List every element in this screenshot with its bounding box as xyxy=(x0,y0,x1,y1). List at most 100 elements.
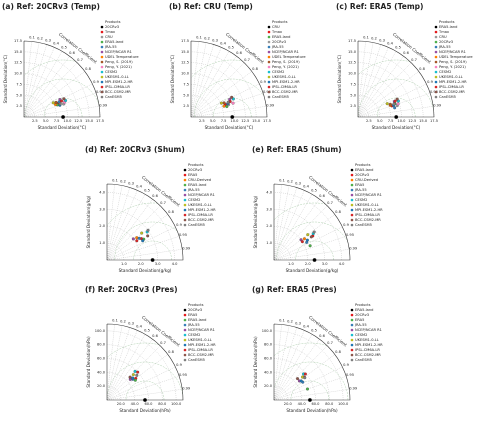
corr-grid-line xyxy=(273,184,282,261)
legend-marker xyxy=(267,50,271,54)
std-grid-arc xyxy=(273,385,289,401)
legend-marker xyxy=(267,95,271,99)
y-tick-label: 2.5 xyxy=(183,104,189,108)
data-point xyxy=(141,239,145,243)
legend-marker xyxy=(267,80,271,84)
x-tick-label: 3.0 xyxy=(155,262,161,266)
std-grid-arc xyxy=(273,192,342,261)
corr-tick-label: 0.9 xyxy=(343,363,349,367)
legend-title: Products xyxy=(439,20,455,24)
corr-tick-label: 0.5 xyxy=(395,46,401,50)
legend-marker xyxy=(183,343,187,347)
std-grid-arc xyxy=(273,344,330,401)
corr-grid-line xyxy=(357,47,389,118)
legend-label: IPSL-CM6A-LR xyxy=(188,213,213,217)
rms-arc xyxy=(125,380,165,400)
legend-label: CRU-Derived xyxy=(355,178,378,182)
legend-marker xyxy=(100,30,104,34)
y-axis-label: Standard Deviation(°C) xyxy=(337,54,342,103)
legend-marker xyxy=(100,65,104,69)
corr-tick-label: 0.99 xyxy=(349,387,358,391)
rms-arc xyxy=(43,97,83,117)
corr-tick-label: 0.8 xyxy=(85,67,91,71)
corr-tick-label: 0.3 xyxy=(212,39,218,43)
data-point xyxy=(308,244,312,248)
legend-marker xyxy=(183,168,187,172)
corr-tick-label: 0.2 xyxy=(120,320,126,324)
legend-marker xyxy=(100,25,104,29)
corr-tick-label: 0.5 xyxy=(311,189,317,193)
corr-tick-label: 0.4 xyxy=(136,325,142,329)
x-tick-label: 15.0 xyxy=(85,119,94,123)
legend-marker xyxy=(183,223,187,227)
y-tick-label: 100.0 xyxy=(95,329,106,333)
legend-marker xyxy=(434,90,438,94)
y-tick-label: 15.0 xyxy=(181,50,190,54)
corr-grid-line xyxy=(106,327,130,401)
corr-grid-line xyxy=(106,339,153,401)
x-tick-label: 5.0 xyxy=(377,119,383,123)
legend-label: MPI-ESM1-2-HR xyxy=(439,80,467,84)
corr-grid-line xyxy=(357,62,412,118)
data-point xyxy=(230,115,235,119)
legend-marker xyxy=(267,85,271,89)
x-tick-label: 20.0 xyxy=(284,402,293,406)
y-tick-label: 10.0 xyxy=(181,72,190,76)
data-point xyxy=(296,377,300,381)
legend-label: ERA5-land xyxy=(188,183,206,187)
legend-marker xyxy=(350,208,354,212)
legend-marker xyxy=(100,50,104,54)
data-point xyxy=(222,104,226,108)
legend-label: JRA-55 xyxy=(354,323,367,327)
std-grid-arc xyxy=(190,73,235,118)
corr-grid-line xyxy=(23,83,93,118)
corr-grid-line xyxy=(273,366,343,401)
corr-tick-label: 0.9 xyxy=(176,223,182,227)
y-tick-label: 17.5 xyxy=(14,39,22,43)
legend-label: BCC-CSM2-MR xyxy=(188,353,214,357)
corr-grid-line xyxy=(106,325,123,401)
legend-label: BCC-CSM2-MR xyxy=(439,90,465,94)
data-point xyxy=(226,100,230,104)
x-tick-label: 2.0 xyxy=(138,262,144,266)
std-grid-arc xyxy=(23,51,90,118)
x-axis-label: Standard Deviation(°C) xyxy=(205,125,254,130)
corr-tick-label: 0.6 xyxy=(69,51,75,55)
legend-marker xyxy=(350,323,354,327)
x-tick-label: 60.0 xyxy=(311,402,320,406)
y-tick-label: 7.5 xyxy=(16,82,22,86)
corr-grid-line xyxy=(357,71,419,118)
data-point xyxy=(60,99,64,103)
x-tick-label: 5.0 xyxy=(43,119,49,123)
corr-grid-line xyxy=(273,205,328,261)
panel-title: (g) Ref: ERA5 (Pres) xyxy=(252,285,337,294)
data-point xyxy=(61,115,65,119)
data-point xyxy=(143,398,147,402)
legend-marker xyxy=(183,188,187,192)
rms-arc xyxy=(107,361,183,400)
legend-marker xyxy=(267,30,271,34)
legend-marker xyxy=(183,193,187,197)
corr-grid-line xyxy=(273,185,290,261)
legend-marker xyxy=(350,198,354,202)
legend-title: Products xyxy=(188,303,204,307)
rms-arc xyxy=(213,97,252,117)
y-tick-label: 3.0 xyxy=(99,207,105,211)
legend-marker xyxy=(434,75,438,79)
legend-marker xyxy=(183,323,187,327)
rms-arc xyxy=(24,59,100,117)
legend-marker xyxy=(350,178,354,182)
legend-marker xyxy=(183,308,187,312)
legend-marker xyxy=(434,35,438,39)
legend-label: MPI-ESM1-2-HR xyxy=(188,208,216,212)
y-tick-label: 2.0 xyxy=(266,224,272,228)
legend-label: Tmax xyxy=(438,30,450,34)
x-tick-label: 1.0 xyxy=(288,262,294,266)
y-tick-label: 7.5 xyxy=(350,82,356,86)
corr-grid-line xyxy=(190,44,214,118)
corr-grid-line xyxy=(273,324,282,401)
legend-marker xyxy=(100,75,104,79)
legend-label: CRU xyxy=(105,35,113,39)
y-tick-label: 5.0 xyxy=(350,93,356,97)
